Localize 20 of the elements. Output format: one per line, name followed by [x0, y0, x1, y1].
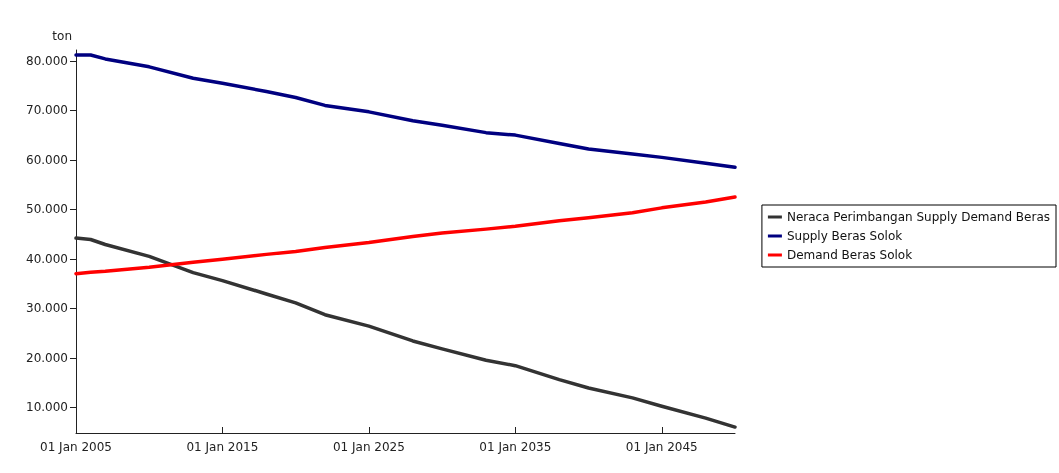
y-axis-title: ton	[52, 29, 72, 43]
y-tick-label: 80.000	[26, 53, 68, 68]
legend-label: Neraca Perimbangan Supply Demand Beras	[786, 210, 1050, 224]
y-tick-label: 50.000	[26, 202, 68, 217]
line-series	[74, 195, 737, 276]
y-tick-label: 40.000	[26, 251, 68, 266]
line-series	[74, 236, 737, 429]
legend-label: Supply Beras Solok	[786, 229, 903, 243]
y-tick-label: 60.000	[26, 152, 68, 167]
y-tick-label: 10.000	[26, 400, 68, 415]
x-tick-label: 01 Jan 2025	[332, 440, 405, 454]
x-tick-label: 01 Jan 2005	[40, 440, 112, 454]
x-tick-label: 01 Jan 2035	[479, 440, 552, 454]
x-tick-label: 01 Jan 2045	[625, 440, 698, 454]
y-tick-label: 30.000	[26, 301, 68, 316]
x-tick-label: 01 Jan 2015	[186, 440, 259, 454]
y-tick-label: 70.000	[26, 103, 68, 118]
line-series	[74, 53, 737, 170]
y-tick-label: 20.000	[26, 350, 68, 365]
legend-label: Demand Beras Solok	[786, 248, 913, 262]
